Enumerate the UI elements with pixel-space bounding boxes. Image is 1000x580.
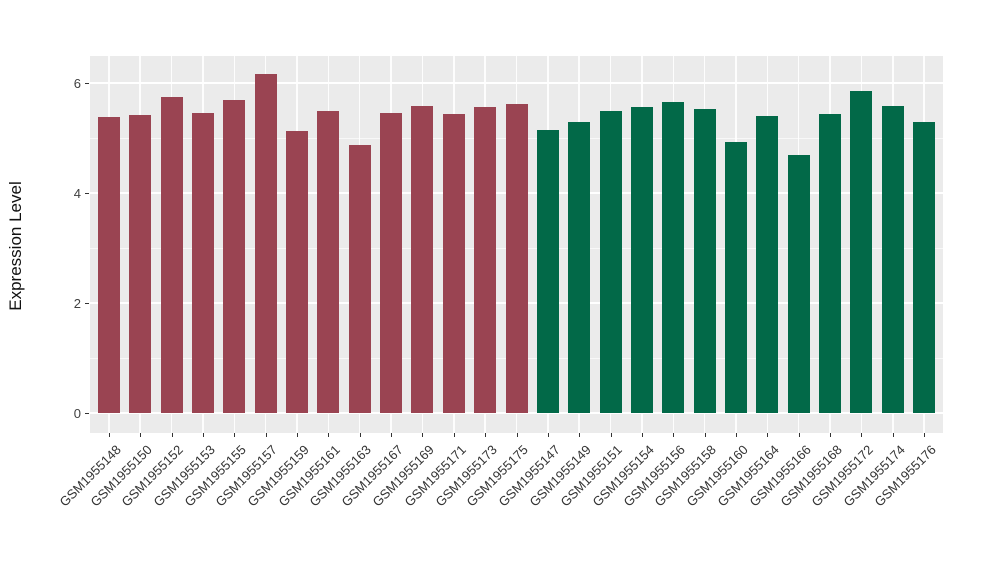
y-tick-mark (85, 83, 89, 84)
y-axis-title: Expression Level (6, 181, 25, 311)
bar-GSM1955154 (630, 107, 653, 413)
bar-GSM1955174 (881, 105, 904, 413)
bar-GSM1955175 (505, 104, 528, 413)
bar-GSM1955161 (317, 110, 340, 413)
x-tick-mark (861, 433, 863, 437)
x-tick-mark (108, 433, 110, 437)
bar-GSM1955157 (254, 74, 277, 413)
x-tick-mark (359, 433, 361, 437)
bar-GSM1955168 (819, 113, 842, 413)
bar-GSM1955155 (223, 100, 246, 413)
x-tick-mark (736, 433, 738, 437)
bar-GSM1955176 (913, 121, 936, 413)
bar-GSM1955173 (474, 106, 497, 413)
bar-GSM1955159 (285, 130, 308, 413)
x-tick-mark (265, 433, 267, 437)
x-tick-mark (547, 433, 549, 437)
bar-GSM1955149 (568, 122, 591, 413)
x-tick-mark (140, 433, 142, 437)
x-tick-mark (516, 433, 518, 437)
y-tick-label-2: 2 (73, 296, 81, 311)
bar-GSM1955156 (662, 102, 685, 413)
bar-GSM1955172 (850, 90, 873, 413)
x-tick-mark (453, 433, 455, 437)
x-tick-mark (391, 433, 393, 437)
x-tick-mark (673, 433, 675, 437)
y-tick-mark (85, 303, 89, 304)
x-tick-mark (171, 433, 173, 437)
y-tick-mark (85, 413, 89, 414)
bar-GSM1955163 (348, 145, 371, 413)
x-tick-mark (234, 433, 236, 437)
x-tick-mark (485, 433, 487, 437)
bar-GSM1955171 (442, 114, 465, 413)
chart-panel (90, 56, 943, 433)
x-tick-mark (296, 433, 298, 437)
x-tick-mark (892, 433, 894, 437)
bar-GSM1955169 (411, 105, 434, 413)
x-tick-mark (924, 433, 926, 437)
bar-GSM1955166 (787, 154, 810, 413)
y-tick-label-6: 6 (73, 76, 81, 91)
y-tick-mark (85, 193, 89, 194)
bar-GSM1955160 (725, 141, 748, 413)
x-tick-mark (579, 433, 581, 437)
y-tick-label-0: 0 (73, 406, 81, 421)
bar-GSM1955147 (536, 129, 559, 413)
bar-GSM1955153 (191, 113, 214, 413)
x-tick-mark (798, 433, 800, 437)
bar-GSM1955148 (97, 116, 120, 413)
bar-GSM1955167 (380, 113, 403, 413)
bar-GSM1955152 (160, 96, 183, 413)
x-tick-mark (641, 433, 643, 437)
x-tick-mark (328, 433, 330, 437)
x-tick-mark (422, 433, 424, 437)
x-tick-mark (830, 433, 832, 437)
bar-GSM1955158 (693, 109, 716, 413)
y-tick-label-4: 4 (73, 186, 81, 201)
x-tick-mark (767, 433, 769, 437)
x-tick-mark (704, 433, 706, 437)
bar-GSM1955151 (599, 111, 622, 413)
bar-GSM1955164 (756, 116, 779, 413)
x-tick-mark (610, 433, 612, 437)
x-tick-mark (202, 433, 204, 437)
bar-GSM1955150 (129, 114, 152, 413)
